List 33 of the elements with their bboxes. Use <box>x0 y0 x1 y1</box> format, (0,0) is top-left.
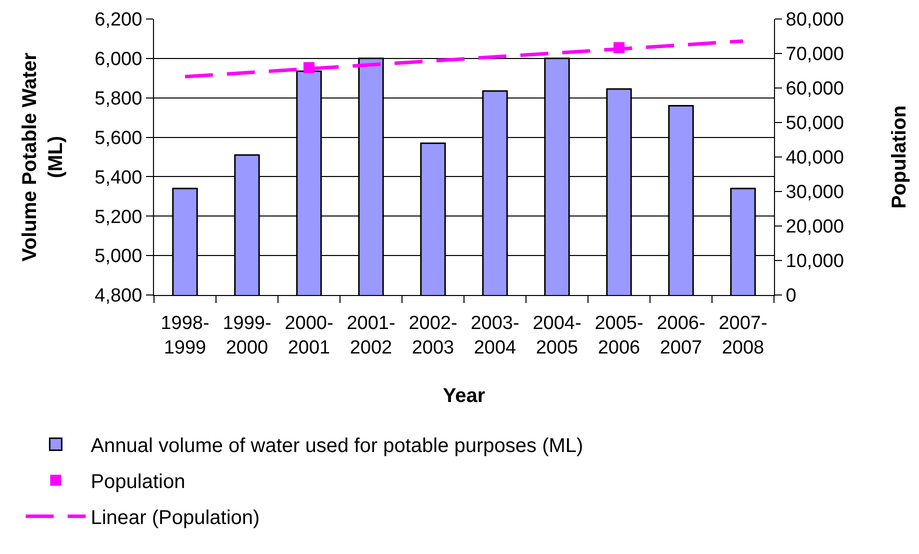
y2-tick-label: 10,000 <box>786 251 844 272</box>
x-tick-label: 2006- 2007 <box>656 312 706 358</box>
x-tick-label: 2007- 2008 <box>718 312 768 358</box>
y2-axis-title: Population <box>888 105 910 209</box>
y2-tick-label: 80,000 <box>786 10 844 31</box>
y-tick-label: 5,400 <box>94 167 142 188</box>
x-tick-label: 2002- 2003 <box>408 312 458 358</box>
y-tick-label: 4,800 <box>94 286 142 307</box>
x-tick-label: 1999- 2000 <box>222 312 272 358</box>
x-axis-title: Year <box>442 385 486 407</box>
x-tick-label: 2005- 2006 <box>594 312 644 358</box>
x-tick-label: 1998- 1999 <box>160 312 210 358</box>
y-tick-label: 6,000 <box>94 49 142 70</box>
y-tick-label: 5,000 <box>94 246 142 268</box>
y-tick-label: 5,200 <box>94 206 142 228</box>
y2-tick-label: 50,000 <box>786 113 844 134</box>
y2-tick-label: 0 <box>786 286 796 307</box>
x-tick-label: 2001- 2002 <box>346 312 396 358</box>
y-tick-label: 5,600 <box>94 128 142 149</box>
x-tick-label: 2004- 2005 <box>532 312 582 358</box>
legend-label: Population <box>90 471 186 494</box>
legend-label: Annual volume of water used for potable purposes (ML) <box>90 435 584 458</box>
y2-tick-label: 60,000 <box>786 78 844 100</box>
y2-tick-label: 30,000 <box>786 182 844 204</box>
x-tick-label: 2000- 2001 <box>284 312 334 358</box>
y2-tick-label: 40,000 <box>786 148 844 169</box>
y2-tick-label: 20,000 <box>786 216 844 238</box>
y2-tick-label: 70,000 <box>786 44 844 66</box>
x-tick-label: 2003- 2004 <box>470 312 520 358</box>
legend-label: Linear (Population) <box>90 507 260 530</box>
y-axis-title: Volume Potable Water (ML) <box>19 52 68 262</box>
y-tick-label: 5,800 <box>94 88 142 110</box>
y-tick-label: 6,200 <box>94 10 142 31</box>
